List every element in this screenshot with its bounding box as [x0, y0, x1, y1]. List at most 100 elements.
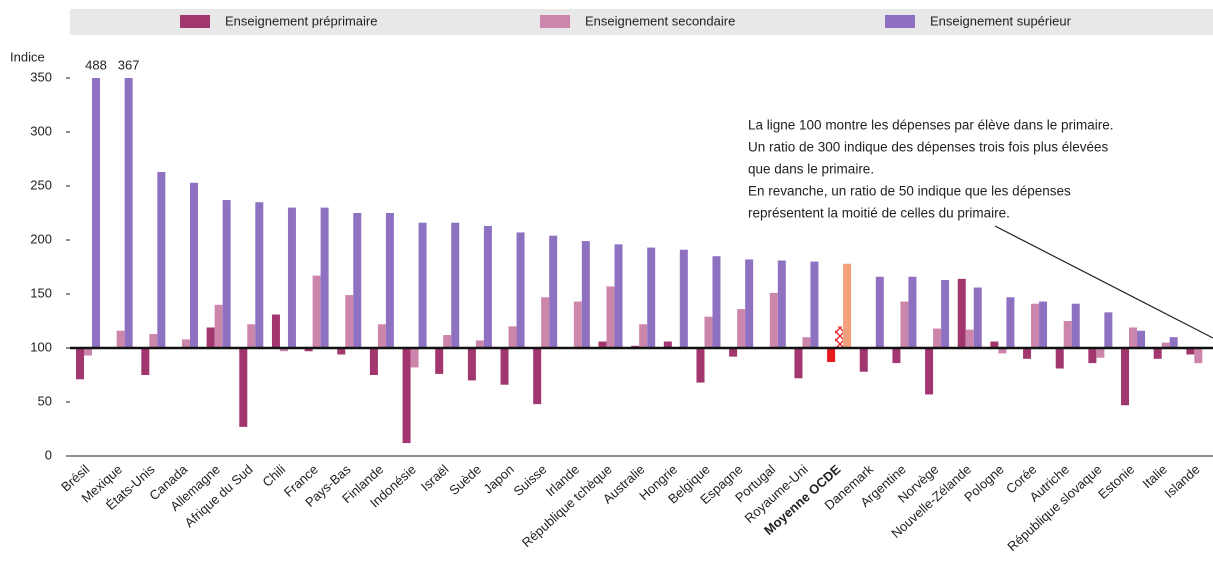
bar	[777, 260, 786, 348]
bar	[541, 297, 550, 348]
bar	[467, 348, 476, 381]
bar	[1121, 348, 1130, 406]
bar	[181, 339, 190, 348]
bar	[410, 348, 419, 368]
y-tick-label: 100	[30, 339, 52, 354]
x-tick-label: Suède	[446, 462, 484, 498]
annotation: Un ratio de 300 indique des dépenses tro…	[748, 140, 1108, 155]
legend-swatch	[180, 15, 210, 28]
bar	[516, 232, 525, 348]
bar	[998, 348, 1007, 354]
bar	[1153, 348, 1162, 359]
bar	[84, 348, 92, 356]
bar	[116, 330, 125, 348]
bar	[769, 292, 778, 348]
bar	[483, 225, 492, 348]
bar	[794, 348, 803, 379]
bar	[810, 261, 819, 348]
bar	[435, 348, 444, 374]
bar	[279, 348, 288, 352]
bar	[614, 244, 623, 348]
bar	[647, 247, 656, 348]
bar	[1006, 297, 1015, 348]
y-tick-label: 200	[30, 231, 52, 246]
bar	[1055, 348, 1064, 369]
bar	[925, 348, 934, 395]
bar	[859, 348, 868, 372]
bar	[255, 202, 264, 348]
bar	[712, 256, 721, 348]
bar	[1063, 321, 1072, 348]
bar	[1169, 337, 1178, 348]
bar	[206, 327, 215, 348]
bar	[973, 287, 982, 348]
y-tick-label: 250	[30, 177, 52, 192]
bar	[581, 241, 590, 348]
annotation: La ligne 100 montre les dépenses par élè…	[748, 118, 1113, 133]
bar	[900, 301, 909, 348]
annotation-pointer	[994, 225, 1213, 339]
legend-swatch	[885, 15, 915, 28]
y-axis-label: Indice	[10, 49, 45, 64]
bar	[149, 333, 158, 348]
bar	[271, 314, 280, 348]
bar	[247, 324, 256, 348]
bar	[745, 259, 754, 348]
bar	[965, 329, 974, 348]
bar	[933, 328, 942, 348]
bar	[1096, 348, 1105, 358]
y-tick-label: 0	[45, 447, 52, 462]
bar	[941, 279, 950, 348]
x-tick-label: Estonie	[1095, 462, 1137, 502]
bar	[1104, 312, 1113, 348]
bar	[908, 276, 917, 348]
bar	[157, 171, 166, 348]
x-tick-label: Islande	[1161, 462, 1202, 501]
x-tick-label: Japon	[480, 462, 516, 497]
x-tick-label: Suisse	[510, 462, 549, 499]
bar	[827, 348, 836, 363]
bar	[320, 207, 329, 348]
legend-label: Enseignement secondaire	[585, 13, 735, 28]
bar	[304, 348, 313, 352]
bar	[214, 304, 223, 348]
legend-background	[70, 9, 1213, 35]
bar	[1039, 301, 1048, 348]
bar	[729, 348, 738, 357]
bar	[737, 309, 746, 348]
bar	[345, 295, 354, 348]
bar	[1161, 342, 1170, 348]
bar	[337, 348, 346, 355]
bar	[639, 324, 648, 348]
bar	[287, 207, 296, 348]
bar	[92, 78, 100, 348]
y-tick-label: 150	[30, 285, 52, 300]
annotation: représentent la moitié de celles du prim…	[748, 206, 1010, 221]
bar	[1194, 348, 1203, 364]
value-label: 367	[118, 57, 140, 72]
y-tick-label: 350	[30, 69, 52, 84]
bar	[1137, 330, 1146, 348]
annotation: En revanche, un ratio de 50 indique que …	[748, 184, 1071, 199]
bar	[418, 222, 427, 348]
value-label: 488	[85, 57, 107, 72]
bar	[312, 275, 321, 348]
bar	[802, 337, 811, 348]
bar	[1071, 303, 1080, 348]
bar	[957, 278, 966, 348]
y-tick-label: 50	[38, 393, 52, 408]
bar	[598, 341, 607, 348]
bar	[475, 340, 484, 348]
bar	[369, 348, 378, 375]
bar	[189, 182, 198, 348]
bar	[679, 249, 688, 348]
bar	[696, 348, 705, 383]
bar	[402, 348, 411, 444]
bar	[606, 286, 615, 348]
bar	[663, 341, 672, 348]
bar	[222, 200, 231, 348]
bar	[124, 78, 133, 348]
bar	[1088, 348, 1097, 364]
y-tick-label: 300	[30, 123, 52, 138]
